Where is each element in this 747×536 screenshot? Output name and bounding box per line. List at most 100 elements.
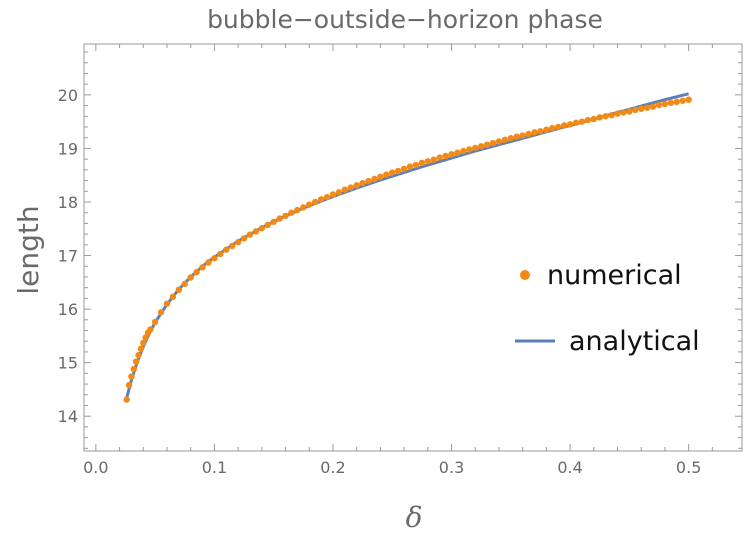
numerical-point <box>199 264 206 271</box>
numerical-point <box>566 121 574 128</box>
numerical-point <box>211 255 218 262</box>
numerical-point <box>519 132 526 139</box>
numerical-point <box>667 99 675 107</box>
numerical-point <box>205 259 212 266</box>
legend-label-analytical: analytical <box>569 326 700 357</box>
legend: numerical analytical <box>515 260 700 357</box>
numerical-point <box>246 231 254 238</box>
numerical-point <box>436 154 443 161</box>
numerical-point <box>584 116 592 124</box>
numerical-point <box>169 293 177 300</box>
numerical-point <box>626 108 633 115</box>
numerical-point <box>223 246 230 253</box>
x-tick-label: 0.1 <box>202 458 227 477</box>
numerical-point <box>359 180 366 187</box>
numerical-point <box>323 193 331 201</box>
numerical-point <box>454 149 461 156</box>
numerical-point <box>306 201 313 208</box>
numerical-point <box>270 218 277 225</box>
numerical-point <box>181 280 188 288</box>
numerical-point <box>383 171 390 178</box>
numerical-point <box>335 189 343 196</box>
numerical-point <box>187 274 194 281</box>
x-tick-label: 0.2 <box>320 458 345 477</box>
numerical-point <box>371 175 378 183</box>
numerical-point <box>365 177 372 185</box>
numerical-point <box>555 123 562 131</box>
y-tick-label: 18 <box>58 193 78 212</box>
chart-title: bubble−outside−horizon phase <box>207 5 603 34</box>
numerical-point <box>430 156 437 163</box>
numerical-point <box>525 130 532 138</box>
numerical-point <box>638 105 645 112</box>
numerical-point <box>347 184 354 191</box>
numerical-point <box>661 100 669 108</box>
numerical-point <box>123 396 130 403</box>
numerical-point <box>460 147 467 155</box>
numerical-point <box>288 209 295 216</box>
numerical-point <box>130 365 137 373</box>
numerical-point <box>311 198 319 206</box>
numerical-point <box>442 152 449 160</box>
numerical-point <box>276 215 283 222</box>
numerical-point <box>424 158 432 165</box>
numerical-point <box>608 112 615 119</box>
numerical-point <box>507 135 515 142</box>
numerical-point <box>234 238 242 246</box>
legend-marker-numerical <box>520 270 530 280</box>
numerical-point <box>614 110 621 117</box>
numerical-point <box>252 228 260 235</box>
x-axis: 0.0 0.1 0.2 0.3 0.4 0.5 <box>83 44 713 477</box>
numerical-point <box>147 326 154 333</box>
y-tick-label: 17 <box>58 247 78 266</box>
numerical-point <box>394 167 402 175</box>
numerical-point <box>317 196 325 203</box>
numerical-point <box>673 98 680 106</box>
numerical-point <box>125 381 133 389</box>
numerical-point <box>406 163 414 170</box>
numerical-point <box>685 96 692 103</box>
numerical-point <box>163 300 171 307</box>
numerical-series <box>123 96 692 403</box>
y-tick-label: 20 <box>58 86 78 105</box>
numerical-point <box>132 358 140 365</box>
numerical-point <box>590 115 598 123</box>
y-axis-label: length <box>12 205 45 294</box>
numerical-point <box>240 235 248 242</box>
numerical-point <box>596 114 603 121</box>
numerical-point <box>128 373 135 380</box>
numerical-point <box>531 129 538 136</box>
numerical-point <box>341 186 349 193</box>
numerical-point <box>137 345 145 352</box>
numerical-point <box>513 133 520 140</box>
x-tick-label: 0.0 <box>83 458 108 477</box>
numerical-point <box>578 118 586 125</box>
y-tick-label: 14 <box>58 407 78 426</box>
numerical-point <box>466 146 473 153</box>
numerical-point <box>477 143 485 150</box>
numerical-point <box>560 122 568 129</box>
numerical-point <box>193 268 200 276</box>
numerical-point <box>294 206 301 214</box>
numerical-point <box>418 159 426 167</box>
numerical-point <box>537 128 544 135</box>
y-tick-label: 19 <box>58 139 78 158</box>
numerical-point <box>142 334 149 341</box>
numerical-point <box>620 109 627 116</box>
x-tick-label: 0.3 <box>439 458 464 477</box>
numerical-point <box>389 169 396 176</box>
legend-label-numerical: numerical <box>547 260 682 291</box>
numerical-point <box>448 151 455 158</box>
numerical-point <box>572 119 580 126</box>
numerical-point <box>472 144 479 152</box>
numerical-point <box>501 136 509 144</box>
numerical-point <box>151 318 159 326</box>
numerical-point <box>157 309 165 316</box>
y-tick-label: 15 <box>58 354 78 373</box>
numerical-point <box>228 242 236 250</box>
numerical-point <box>300 204 307 211</box>
numerical-point <box>353 182 360 189</box>
y-tick-label: 16 <box>58 300 78 319</box>
numerical-point <box>140 339 147 347</box>
